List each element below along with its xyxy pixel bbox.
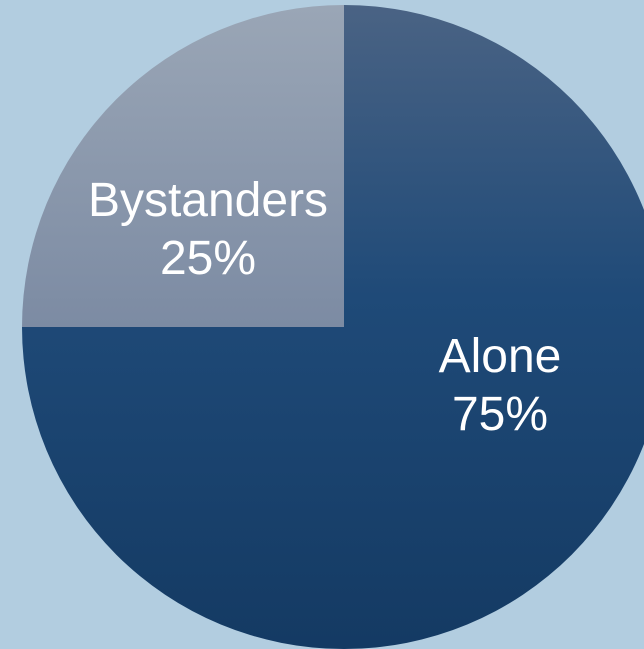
slice-label-bystanders: Bystanders (88, 174, 328, 227)
slice-value-label-bystanders: 25% (160, 232, 256, 285)
slice-label-alone: Alone (439, 330, 562, 383)
slice-value-label-alone: 75% (452, 388, 548, 441)
pie-slice-bystanders (22, 5, 344, 327)
